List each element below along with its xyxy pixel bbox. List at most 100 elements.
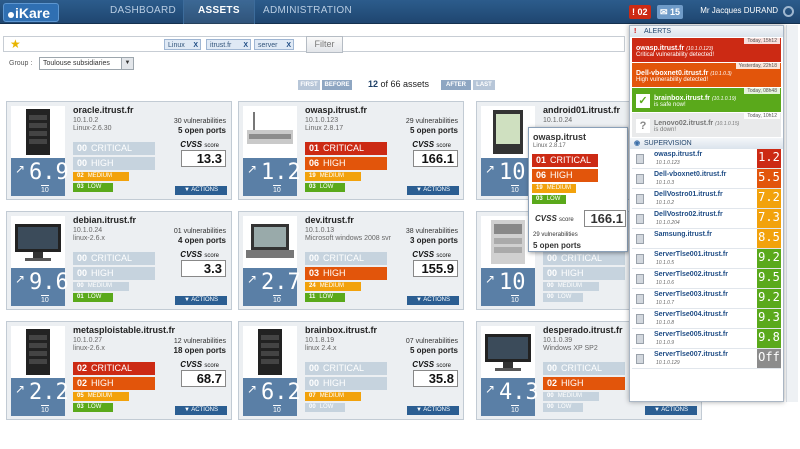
supervision-item[interactable]: DellVostro02.itrust.fr 10.1.0.204 7.3 (632, 209, 781, 229)
supervision-item[interactable]: ServerTlse005.itrust.fr 10.1.0.9 9.8 (632, 329, 781, 349)
supervision-host-name[interactable]: ServerTlse003.itrust.fr (654, 291, 728, 298)
supervision-host-name[interactable]: DellVostro01.itrust.fr (654, 191, 723, 198)
nav-assets[interactable]: ASSETS (183, 0, 255, 24)
host-name[interactable]: desperado.itrust.fr (543, 325, 623, 335)
supervision-host-name[interactable]: ServerTlse004.itrust.fr (654, 311, 728, 318)
next-page-button[interactable]: AFTER (441, 80, 471, 90)
alert-host[interactable]: Dell-vboxnet0.itrust.fr (10.1.0.3) (636, 70, 781, 77)
medium-bar: 00 MEDIUM (543, 282, 599, 291)
actions-button[interactable]: ▼ ACTIONS (175, 296, 227, 305)
supervision-item[interactable]: ServerTlse004.itrust.fr 10.1.0.8 9.3 (632, 309, 781, 329)
alert-message: Critical vulnerability detected! (636, 52, 715, 58)
supervision-host-name[interactable]: Dell-vboxnet0.itrust.fr (654, 171, 727, 178)
low-bar: 00 LOW (543, 293, 583, 302)
score-value: 6.9 (29, 160, 69, 185)
supervision-host-name[interactable]: owasp.itrust.fr (654, 151, 703, 158)
asset-card[interactable]: ↗ 9.6 10 debian.itrust.fr 10.1.0.24 linu… (6, 211, 232, 310)
alert-host[interactable]: Lenovo02.itrust.fr (10.1.0.15) (654, 120, 781, 127)
critical-bar: 00 CRITICAL (305, 362, 387, 375)
actions-button[interactable]: ▼ ACTIONS (407, 186, 459, 195)
close-icon[interactable]: X (243, 42, 248, 49)
messages-badge[interactable]: ✉ 15 (657, 5, 684, 19)
filter-tag-linux[interactable]: Linux X (164, 39, 201, 50)
high-count: 02 (547, 378, 558, 388)
supervision-item[interactable]: Samsung.itrust.fr 8.5 (632, 229, 781, 249)
low-bar: 03 LOW (73, 183, 113, 192)
host-name[interactable]: debian.itrust.fr (73, 215, 137, 225)
supervision-host-name[interactable]: DellVostro02.itrust.fr (654, 211, 723, 218)
supervision-item[interactable]: ServerTlse002.itrust.fr 10.1.0.6 9.5 (632, 269, 781, 289)
filter-tag-itrust[interactable]: itrust.fr X (206, 39, 251, 50)
actions-button[interactable]: ▼ ACTIONS (645, 406, 697, 415)
first-page-button[interactable]: FIRST (298, 80, 320, 90)
star-icon[interactable]: ★ (10, 37, 21, 51)
actions-button[interactable]: ▼ ACTIONS (175, 186, 227, 195)
cvss-label: CVSS score (412, 250, 451, 259)
host-name[interactable]: oracle.itrust.fr (73, 105, 134, 115)
supervision-host-name[interactable]: ServerTlse001.itrust.fr (654, 251, 728, 258)
actions-button[interactable]: ▼ ACTIONS (175, 406, 227, 415)
supervision-host-ip: 10.1.0.204 (656, 220, 680, 226)
page-count-current: 12 (368, 79, 379, 89)
group-select[interactable]: Toulouse subsidiaries ▼ (39, 57, 134, 70)
supervision-host-name[interactable]: ServerTlse007.itrust.fr (654, 351, 728, 358)
medium-bar: 24 MEDIUM (305, 282, 361, 291)
tooltip-open-ports: 5 open ports (533, 241, 582, 250)
score-max: 10 (273, 295, 281, 304)
host-os: linux-2.6.x (73, 235, 105, 242)
alerts-badge[interactable]: ! 02 (629, 5, 651, 19)
filter-button[interactable]: Filter (306, 36, 343, 53)
supervision-item[interactable]: ServerTlse003.itrust.fr 10.1.0.7 9.2 (632, 289, 781, 309)
close-icon[interactable]: X (193, 42, 198, 49)
host-name[interactable]: metasploistable.itrust.fr (73, 325, 176, 335)
device-image (11, 106, 65, 158)
supervision-host-name[interactable]: Samsung.itrust.fr (654, 231, 712, 238)
chevron-down-icon[interactable]: ▼ (121, 58, 133, 69)
cvss-logo: CVSS (180, 250, 203, 259)
tooltip-low-bar: 03 LOW (532, 195, 566, 204)
scrollbar[interactable] (786, 25, 798, 402)
actions-button[interactable]: ▼ ACTIONS (407, 406, 459, 415)
low-bar: 11 LOW (305, 293, 345, 302)
cvss-score: 3.3 (181, 260, 226, 277)
host-name[interactable]: android01.itrust.fr (543, 105, 621, 115)
alert-item[interactable]: Today, 08h48 brainbox.itrust.fr (10.1.0.1… (632, 88, 781, 112)
actions-label: ACTIONS (423, 187, 450, 193)
asset-card[interactable]: ↗ 6.2 10 brainbox.itrust.fr 10.1.8.19 li… (238, 321, 464, 420)
cvss-score: 68.7 (181, 370, 226, 387)
tooltip-low-count: 03 (536, 196, 543, 202)
asset-card[interactable]: ↗ 1.2 10 owasp.itrust.fr 10.1.0.123 Linu… (238, 101, 464, 200)
cvss-label: CVSS score (180, 360, 219, 369)
supervision-item[interactable]: ServerTlse001.itrust.fr 10.1.0.5 9.2 (632, 249, 781, 269)
alert-item[interactable]: Today, 10h12 Lenovo02.itrust.fr (10.1.0.1… (632, 113, 781, 137)
alert-host[interactable]: brainbox.itrust.fr (10.1.0.19) (654, 95, 781, 102)
actions-button[interactable]: ▼ ACTIONS (407, 296, 459, 305)
close-icon[interactable]: X (286, 42, 291, 49)
critical-label: CRITICAL (561, 253, 603, 263)
alert-item[interactable]: Yesterday, 22h18 Dell-vboxnet0.itrust.fr … (632, 63, 781, 87)
alert-item[interactable]: Today, 15h12 owasp.itrust.fr (10.1.0.123)… (632, 38, 781, 62)
user-name[interactable]: Mr Jacques DURAND (700, 6, 778, 15)
supervision-item[interactable]: owasp.itrust.fr 10.1.0.123 1.2 (632, 149, 781, 169)
score-value: 10 (499, 270, 526, 295)
supervision-host-name[interactable]: ServerTlse002.itrust.fr (654, 271, 728, 278)
asset-card[interactable]: ↗ 2.2 10 metasploistable.itrust.fr 10.1.… (6, 321, 232, 420)
host-name[interactable]: owasp.itrust.fr (305, 105, 368, 115)
supervision-item[interactable]: DellVostro01.itrust.fr 10.1.0.2 7.2 (632, 189, 781, 209)
filter-tag-server[interactable]: server X (254, 39, 294, 50)
phone-screen (496, 114, 520, 144)
supervision-host-name[interactable]: ServerTlse005.itrust.fr (654, 331, 728, 338)
alert-host[interactable]: owasp.itrust.fr (10.1.0.123) (636, 45, 781, 52)
previous-page-button[interactable]: BEFORE (322, 80, 352, 90)
supervision-item[interactable]: ServerTlse007.itrust.fr 10.1.0.129 Off (632, 349, 781, 369)
nav-dashboard[interactable]: DASHBOARD (110, 5, 177, 16)
host-name[interactable]: dev.itrust.fr (305, 215, 354, 225)
host-name[interactable]: brainbox.itrust.fr (305, 325, 378, 335)
nav-administration[interactable]: ADMINISTRATION (263, 5, 353, 16)
supervision-item[interactable]: Dell-vboxnet0.itrust.fr 10.1.0.3 5.5 (632, 169, 781, 189)
last-page-button[interactable]: LAST (473, 80, 495, 90)
asset-card[interactable]: ↗ 6.9 10 oracle.itrust.fr 10.1.0.2 Linux… (6, 101, 232, 200)
brand-logo[interactable]: iKare (3, 3, 59, 22)
asset-card[interactable]: ↗ 2.7 10 dev.itrust.fr 10.1.0.13 Microso… (238, 211, 464, 310)
power-icon[interactable] (783, 6, 794, 17)
